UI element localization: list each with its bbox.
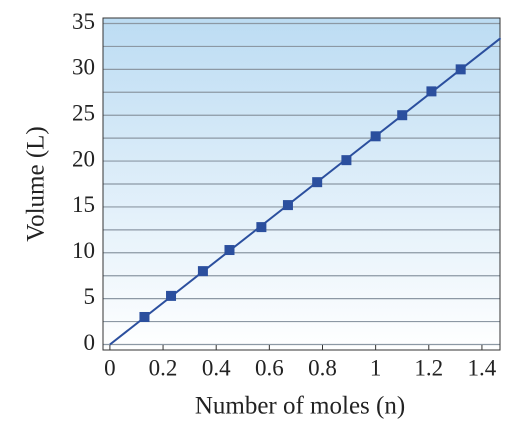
y-tick-label: 10 [72, 238, 95, 263]
y-axis-label: Volume (L) [23, 126, 50, 242]
x-axis-label: Number of moles (n) [195, 393, 405, 420]
data-point [197, 266, 208, 277]
y-tick-label: 15 [72, 192, 95, 217]
data-point [312, 177, 323, 188]
y-tick-label: 20 [72, 146, 95, 171]
data-point [282, 200, 293, 211]
x-tick-label: 0 [104, 355, 116, 380]
data-point [139, 311, 150, 322]
data-point [426, 86, 437, 97]
x-tick-label: 1.2 [414, 355, 443, 380]
y-tick-label: 35 [72, 9, 95, 34]
x-tick-label: 0.4 [202, 355, 231, 380]
x-tick-label: 0.8 [308, 355, 337, 380]
data-point [224, 245, 235, 256]
data-point [341, 155, 352, 166]
x-tick-label: 0.6 [255, 355, 284, 380]
y-tick-label: 5 [84, 284, 96, 309]
data-point [166, 290, 177, 301]
data-point [370, 131, 381, 142]
y-tick-label: 0 [84, 330, 96, 355]
x-tick-label: 1 [370, 355, 382, 380]
x-tick-label: 0.2 [149, 355, 178, 380]
plot-frame [102, 17, 501, 351]
y-tick-label: 25 [72, 100, 95, 125]
x-tick-label: 1.4 [468, 355, 497, 380]
data-point [256, 222, 267, 233]
data-point [397, 110, 408, 121]
data-point [455, 64, 466, 75]
y-tick-label: 30 [72, 55, 95, 80]
